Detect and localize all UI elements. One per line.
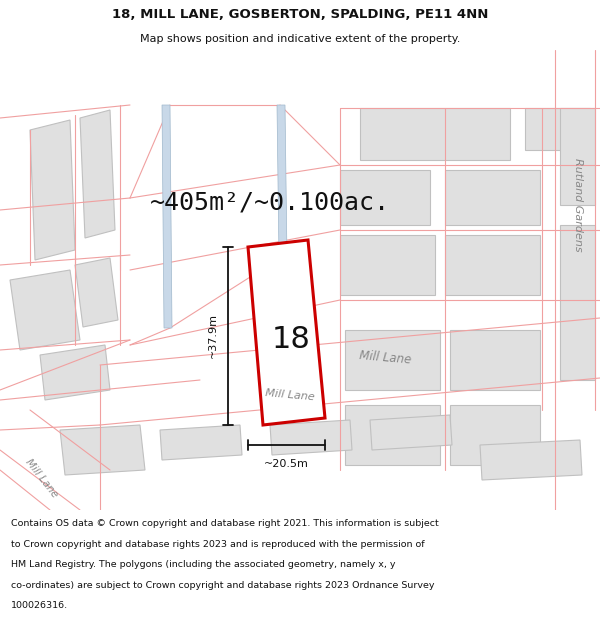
Text: ~20.5m: ~20.5m bbox=[264, 459, 309, 469]
Text: Rutland Gardens: Rutland Gardens bbox=[573, 158, 583, 252]
Text: Contains OS data © Crown copyright and database right 2021. This information is : Contains OS data © Crown copyright and d… bbox=[11, 519, 439, 528]
Polygon shape bbox=[60, 425, 145, 475]
Polygon shape bbox=[270, 420, 352, 455]
Text: HM Land Registry. The polygons (including the associated geometry, namely x, y: HM Land Registry. The polygons (includin… bbox=[11, 560, 395, 569]
Text: ~405m²/~0.100ac.: ~405m²/~0.100ac. bbox=[150, 190, 390, 214]
Polygon shape bbox=[340, 170, 430, 225]
Polygon shape bbox=[525, 108, 590, 150]
Polygon shape bbox=[340, 235, 435, 295]
Polygon shape bbox=[445, 170, 540, 225]
Polygon shape bbox=[248, 240, 325, 425]
Polygon shape bbox=[445, 235, 540, 295]
Text: 18, MILL LANE, GOSBERTON, SPALDING, PE11 4NN: 18, MILL LANE, GOSBERTON, SPALDING, PE11… bbox=[112, 8, 488, 21]
Polygon shape bbox=[450, 405, 540, 465]
Polygon shape bbox=[160, 425, 242, 460]
Polygon shape bbox=[360, 108, 510, 160]
Polygon shape bbox=[277, 105, 287, 258]
Polygon shape bbox=[40, 345, 110, 400]
Polygon shape bbox=[162, 105, 172, 328]
Text: Mill Lane: Mill Lane bbox=[358, 349, 412, 367]
Polygon shape bbox=[345, 405, 440, 465]
Text: co-ordinates) are subject to Crown copyright and database rights 2023 Ordnance S: co-ordinates) are subject to Crown copyr… bbox=[11, 581, 434, 589]
Text: Mill Lane: Mill Lane bbox=[24, 457, 60, 499]
Text: Map shows position and indicative extent of the property.: Map shows position and indicative extent… bbox=[140, 34, 460, 44]
Polygon shape bbox=[10, 270, 80, 350]
Polygon shape bbox=[370, 415, 452, 450]
Text: ~37.9m: ~37.9m bbox=[208, 314, 218, 359]
Polygon shape bbox=[560, 108, 595, 205]
Polygon shape bbox=[450, 330, 540, 390]
Polygon shape bbox=[75, 258, 118, 327]
Text: 18: 18 bbox=[272, 326, 310, 354]
Polygon shape bbox=[345, 330, 440, 390]
Text: Mill Lane: Mill Lane bbox=[265, 388, 315, 402]
Polygon shape bbox=[80, 110, 115, 238]
Text: 100026316.: 100026316. bbox=[11, 601, 68, 610]
Polygon shape bbox=[560, 225, 595, 380]
Polygon shape bbox=[30, 120, 75, 260]
Polygon shape bbox=[480, 440, 582, 480]
Text: to Crown copyright and database rights 2023 and is reproduced with the permissio: to Crown copyright and database rights 2… bbox=[11, 539, 424, 549]
